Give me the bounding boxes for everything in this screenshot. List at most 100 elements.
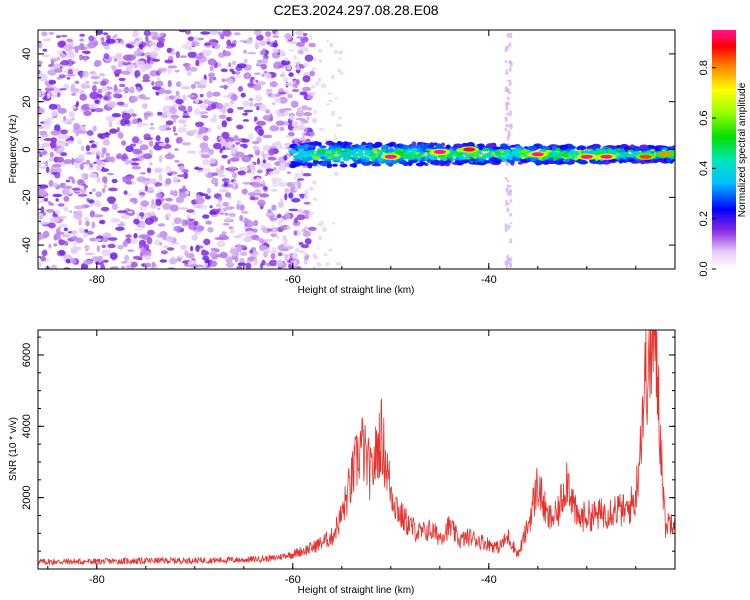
noise-blob [204, 42, 212, 46]
signal-blob [478, 158, 485, 161]
noise-blob [81, 103, 91, 111]
noise-blob [285, 82, 294, 87]
noise-blob [156, 76, 161, 82]
noise-blob [252, 190, 262, 193]
noise-blob [293, 260, 297, 266]
noise-blob [304, 54, 314, 62]
noise-blob [506, 207, 510, 213]
noise-blob [331, 110, 336, 116]
signal-blob [367, 150, 374, 153]
noise-blob [166, 247, 175, 251]
noise-blob [139, 194, 144, 199]
noise-blob [38, 161, 42, 168]
noise-blob [39, 221, 48, 225]
noise-blob [506, 112, 510, 116]
noise-blob [279, 198, 284, 203]
noise-blob [277, 220, 282, 227]
noise-blob [123, 109, 129, 113]
noise-blob [41, 31, 48, 37]
noise-blob [149, 162, 153, 166]
noise-blob [69, 258, 77, 264]
noise-blob [218, 31, 222, 36]
noise-blob [178, 30, 187, 33]
noise-blob [294, 172, 301, 178]
noise-blob [506, 87, 510, 92]
noise-blob [129, 143, 137, 147]
noise-blob [288, 192, 294, 199]
noise-blob [255, 79, 259, 83]
noise-blob [296, 36, 305, 39]
noise-blob [195, 244, 200, 253]
noise-blob [263, 238, 273, 242]
noise-blob [241, 188, 248, 195]
noise-blob [43, 197, 49, 202]
noise-blob [308, 42, 316, 48]
noise-blob [63, 195, 70, 202]
noise-blob [100, 206, 110, 212]
noise-blob [84, 184, 89, 189]
noise-blob [299, 91, 308, 96]
noise-blob [294, 30, 305, 36]
noise-blob [284, 33, 292, 39]
noise-blob [318, 59, 323, 64]
signal-blob [478, 153, 484, 157]
noise-blob [38, 60, 43, 66]
signal-blob [344, 148, 352, 152]
noise-blob [279, 60, 282, 64]
noise-blob [291, 198, 301, 203]
noise-blob [66, 77, 71, 80]
noise-blob [96, 164, 101, 172]
noise-blob [116, 101, 125, 106]
noise-blob [209, 260, 218, 267]
noise-blob [43, 138, 54, 141]
noise-blob [505, 265, 509, 269]
noise-blob [224, 217, 232, 222]
noise-blob [301, 244, 310, 249]
noise-blob [230, 147, 238, 152]
noise-blob [236, 106, 244, 110]
noise-blob [317, 77, 322, 82]
noise-blob [228, 226, 234, 230]
noise-blob [134, 228, 143, 231]
signal-blob [614, 151, 619, 154]
noise-blob [142, 153, 153, 160]
noise-blob [45, 209, 55, 213]
signal-blob [464, 156, 471, 160]
noise-blob [106, 101, 117, 108]
noise-blob [84, 229, 89, 233]
noise-blob [115, 226, 125, 231]
noise-blob [504, 177, 508, 180]
noise-blob [164, 153, 175, 160]
noise-blob [128, 108, 135, 115]
noise-blob [172, 116, 177, 123]
signal-blob [325, 151, 333, 154]
noise-blob [62, 185, 73, 190]
noise-blob [143, 30, 151, 37]
noise-blob [142, 74, 150, 81]
noise-blob [178, 119, 187, 124]
noise-blob [223, 102, 230, 108]
noise-blob [169, 204, 179, 212]
signal-blob [457, 162, 463, 166]
noise-blob [38, 233, 43, 241]
noise-blob [83, 55, 87, 62]
noise-blob [60, 34, 68, 38]
noise-blob [204, 258, 209, 264]
noise-blob [222, 50, 232, 57]
signal-blob [320, 161, 327, 167]
signal-blob [294, 145, 301, 148]
signal-peak [580, 154, 593, 159]
noise-blob [97, 133, 103, 138]
noise-blob [310, 84, 316, 89]
signal-blob [634, 146, 639, 150]
noise-blob [304, 193, 309, 200]
noise-blob [256, 62, 262, 66]
noise-blob [117, 60, 123, 68]
signal-blob [575, 158, 585, 164]
signal-blob [473, 158, 480, 162]
noise-blob [89, 163, 94, 168]
noise-blob [174, 69, 180, 73]
noise-blob [139, 66, 147, 73]
noise-blob [45, 37, 51, 42]
noise-blob [228, 62, 232, 67]
